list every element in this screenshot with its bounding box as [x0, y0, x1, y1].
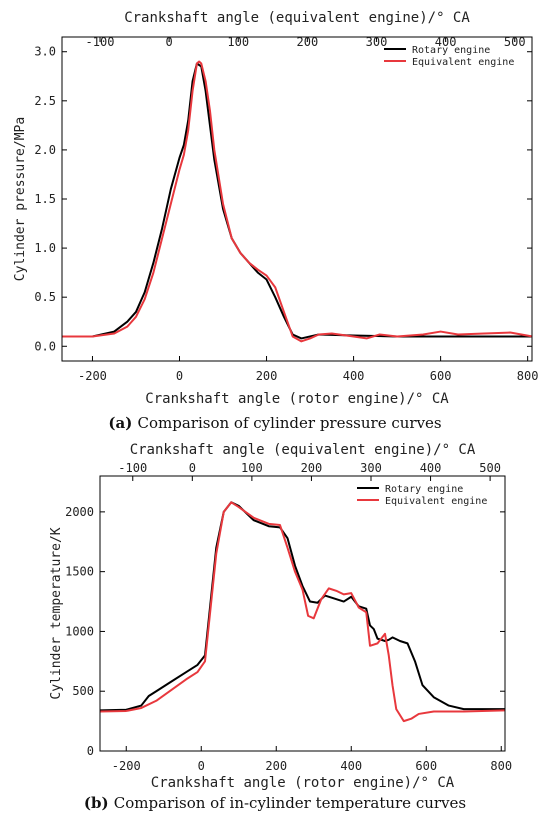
- legend-label: Equivalent engine: [385, 496, 487, 507]
- series-line-rotary-engine: [62, 62, 532, 340]
- x-axis-label: Crankshaft angle (rotor engine)/° CA: [151, 775, 455, 791]
- x-axis-label: Crankshaft angle (rotor engine)/° CA: [145, 391, 449, 407]
- caption-text: Comparison of cylinder pressure curves: [138, 414, 442, 432]
- x-tick-label: 0: [198, 759, 205, 773]
- x-tick-label: 200: [265, 759, 287, 773]
- x2-axis-label: Crankshaft angle (equivalent engine)/° C…: [130, 442, 476, 458]
- plot-frame: [99, 475, 506, 752]
- x-tick-label: 600: [430, 369, 452, 383]
- x2-tick-label: -100: [118, 461, 147, 475]
- caption-text: Comparison of in-cylinder temperature cu…: [114, 794, 466, 812]
- x-tick-label: 400: [343, 369, 365, 383]
- series-line-equivalent-engine: [62, 60, 532, 343]
- x2-tick-label: 400: [420, 461, 442, 475]
- figure-caption: (a) Comparison of cylinder pressure curv…: [108, 414, 441, 432]
- y-axis-label: Cylinder temperature/K: [49, 527, 64, 699]
- legend-label: Rotary engine: [385, 484, 463, 495]
- figure-caption: (b) Comparison of in-cylinder temperatur…: [84, 794, 466, 812]
- x2-tick-label: 100: [227, 35, 249, 49]
- x-tick-label: 600: [415, 759, 437, 773]
- y-tick-label: 2000: [65, 505, 94, 519]
- x2-tick-label: 500: [504, 35, 526, 49]
- y-tick-label: 500: [72, 684, 94, 698]
- y-tick-label: 1500: [65, 565, 94, 579]
- y-tick-label: 1.5: [34, 192, 56, 206]
- x2-tick-label: 100: [241, 461, 263, 475]
- x-tick-label: 200: [256, 369, 278, 383]
- y-tick-label: 2.0: [34, 143, 56, 157]
- x2-tick-label: 300: [360, 461, 382, 475]
- y-tick-label: 0: [87, 744, 94, 758]
- y-tick-label: 3.0: [34, 45, 56, 59]
- y-tick-label: 1.0: [34, 241, 56, 255]
- x2-tick-label: 500: [479, 461, 501, 475]
- x2-tick-label: 300: [366, 35, 388, 49]
- series-line-equivalent-engine: [100, 501, 505, 723]
- x2-axis-label: Crankshaft angle (equivalent engine)/° C…: [124, 10, 470, 26]
- x-tick-label: -200: [112, 759, 141, 773]
- y-tick-label: 2.5: [34, 94, 56, 108]
- legend-label: Rotary engine: [412, 45, 490, 56]
- x2-tick-label: 0: [166, 35, 173, 49]
- x-tick-label: 400: [340, 759, 362, 773]
- y-tick-label: 1000: [65, 624, 94, 638]
- temperature-chart: -200 0 200 400 600 800 -100 0 100 200 300 400 500 0 50…: [49, 414, 512, 812]
- pressure-chart: -200 0 200 400 600 800 -100 0 100 200 300 400 500 0.0…: [13, 10, 539, 407]
- x-tick-label: 0: [176, 369, 183, 383]
- x2-tick-label: 200: [297, 35, 319, 49]
- x2-tick-label: 400: [435, 35, 457, 49]
- legend-label: Equivalent engine: [412, 57, 514, 68]
- series-line-rotary-engine: [100, 501, 505, 712]
- caption-prefix: (a): [108, 414, 137, 432]
- x2-tick-label: 200: [301, 461, 323, 475]
- x-tick-label: 800: [517, 369, 539, 383]
- x-tick-label: -200: [78, 369, 107, 383]
- x2-tick-label: -100: [86, 35, 115, 49]
- y-axis-label: Cylinder pressure/MPa: [13, 117, 28, 281]
- x2-tick-label: 0: [189, 461, 196, 475]
- x-tick-label: 800: [490, 759, 512, 773]
- y-tick-label: 0.5: [34, 290, 56, 304]
- plot-frame: [61, 36, 533, 362]
- y-tick-label: 0.0: [34, 339, 56, 353]
- caption-prefix: (b): [84, 794, 114, 812]
